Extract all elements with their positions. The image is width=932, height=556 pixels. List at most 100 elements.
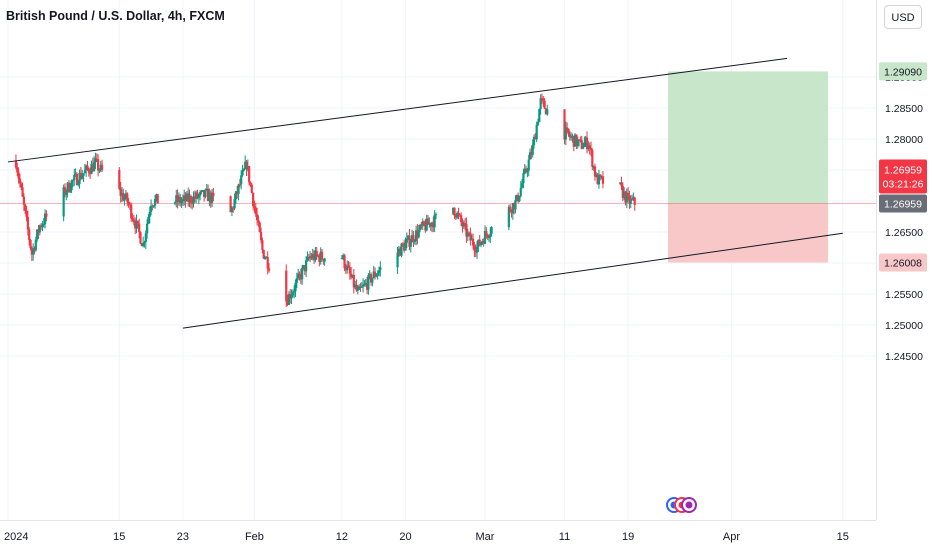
- candle-body: [249, 182, 252, 185]
- time-tick-label: 19: [622, 531, 634, 543]
- candle-body: [524, 168, 528, 172]
- candle-body: [312, 254, 316, 261]
- candle-body: [306, 256, 309, 261]
- candle-body: [428, 222, 431, 225]
- chart-plot[interactable]: [0, 0, 876, 520]
- candle-body: [229, 196, 232, 213]
- time-axis-labels: 2024 15 23 Feb 12 20 Mar 11 19 Apr 15: [4, 531, 849, 543]
- economic-events-icon: [666, 497, 697, 513]
- candle-body: [94, 158, 97, 163]
- candle-body: [82, 173, 85, 176]
- candle-body: [126, 193, 129, 202]
- candle-body: [14, 160, 18, 168]
- chart-pane[interactable]: British Pound / U.S. Dollar, 4h, FXCM: [0, 0, 876, 520]
- stop-price-label: 1.26008: [884, 258, 922, 270]
- candle-body: [70, 180, 73, 190]
- candle-body: [481, 241, 484, 243]
- candle-body: [200, 191, 203, 193]
- candle-body: [184, 195, 187, 202]
- price-tick-label: 1.24500: [885, 351, 923, 363]
- last-price-label: 1.26959: [884, 199, 922, 211]
- candle-body: [41, 224, 44, 227]
- candle-body: [254, 207, 257, 215]
- candle-body: [429, 222, 432, 227]
- candle-body: [372, 271, 375, 278]
- candle-body: [371, 277, 374, 283]
- candle-body: [131, 218, 134, 220]
- candle-body: [376, 273, 379, 276]
- price-tick-label: 1.26500: [885, 227, 923, 239]
- candle-body: [571, 135, 574, 137]
- candle-body: [246, 165, 249, 170]
- candle-body: [234, 191, 237, 200]
- candle-body: [538, 109, 541, 123]
- candle-body: [528, 152, 532, 160]
- candle-body: [93, 162, 96, 172]
- candle-body: [257, 220, 260, 223]
- candle-body: [151, 205, 154, 207]
- candle-body: [509, 206, 512, 211]
- candle-body: [210, 192, 214, 203]
- candle-body: [297, 273, 300, 279]
- candle-body: [100, 164, 104, 170]
- candle-body: [452, 207, 455, 215]
- time-axis[interactable]: 2024 15 23 Feb 12 20 Mar 11 19 Apr 15: [0, 520, 876, 551]
- currency-button[interactable]: USD: [884, 5, 922, 29]
- candle-body: [563, 109, 566, 140]
- candle-body: [513, 203, 516, 210]
- candle-body: [577, 139, 581, 141]
- candle-body: [33, 248, 36, 251]
- candle-body: [79, 172, 82, 179]
- price-axis[interactable]: 1.290001.285001.280001.275001.270001.265…: [876, 0, 932, 520]
- candle-body: [375, 275, 378, 277]
- candle-body: [434, 214, 438, 216]
- candle-body: [134, 222, 137, 229]
- candle-body: [181, 198, 184, 202]
- candle-body: [69, 189, 72, 192]
- candle-body: [188, 196, 191, 202]
- candle-body: [350, 273, 353, 278]
- candle-body: [91, 163, 94, 172]
- candle-body: [583, 142, 586, 148]
- candle-body: [352, 274, 355, 288]
- time-tick-label: 15: [837, 531, 849, 543]
- candle-body: [130, 204, 133, 219]
- candle-body: [156, 194, 159, 204]
- candle-body: [400, 243, 403, 256]
- candle-body: [152, 205, 155, 207]
- candle-body: [430, 222, 434, 227]
- candle-body: [530, 152, 533, 155]
- candle-body: [89, 172, 92, 175]
- candle-body: [536, 122, 540, 125]
- candle-body: [466, 232, 469, 237]
- candle-body: [17, 172, 20, 179]
- target-price-label-bg: [879, 62, 927, 81]
- candle-body: [483, 230, 487, 244]
- candle-body: [97, 159, 100, 171]
- candle-body: [521, 183, 524, 188]
- candle-body: [630, 198, 634, 200]
- candle-body: [473, 245, 476, 251]
- last-price-label-bg: [879, 194, 927, 213]
- candle-body: [127, 201, 130, 205]
- candle-body: [318, 255, 321, 263]
- candle-body: [397, 248, 400, 253]
- candle-body: [128, 204, 131, 206]
- candle-body: [245, 161, 248, 170]
- candle-body: [526, 170, 529, 172]
- candle-body: [462, 223, 465, 227]
- time-tick-label: Apr: [723, 531, 740, 543]
- candle-body: [38, 225, 41, 233]
- candle-body: [187, 193, 190, 202]
- candle-body: [343, 255, 346, 269]
- candle-body: [73, 175, 76, 181]
- candle-body: [368, 274, 371, 276]
- candle-body: [155, 194, 158, 200]
- candle-body: [572, 135, 575, 147]
- candle-body: [424, 224, 427, 231]
- candle-body: [24, 204, 27, 211]
- candle-body: [261, 240, 264, 250]
- candle-body: [412, 235, 415, 242]
- candle-body: [233, 199, 236, 209]
- candle-body: [209, 192, 212, 203]
